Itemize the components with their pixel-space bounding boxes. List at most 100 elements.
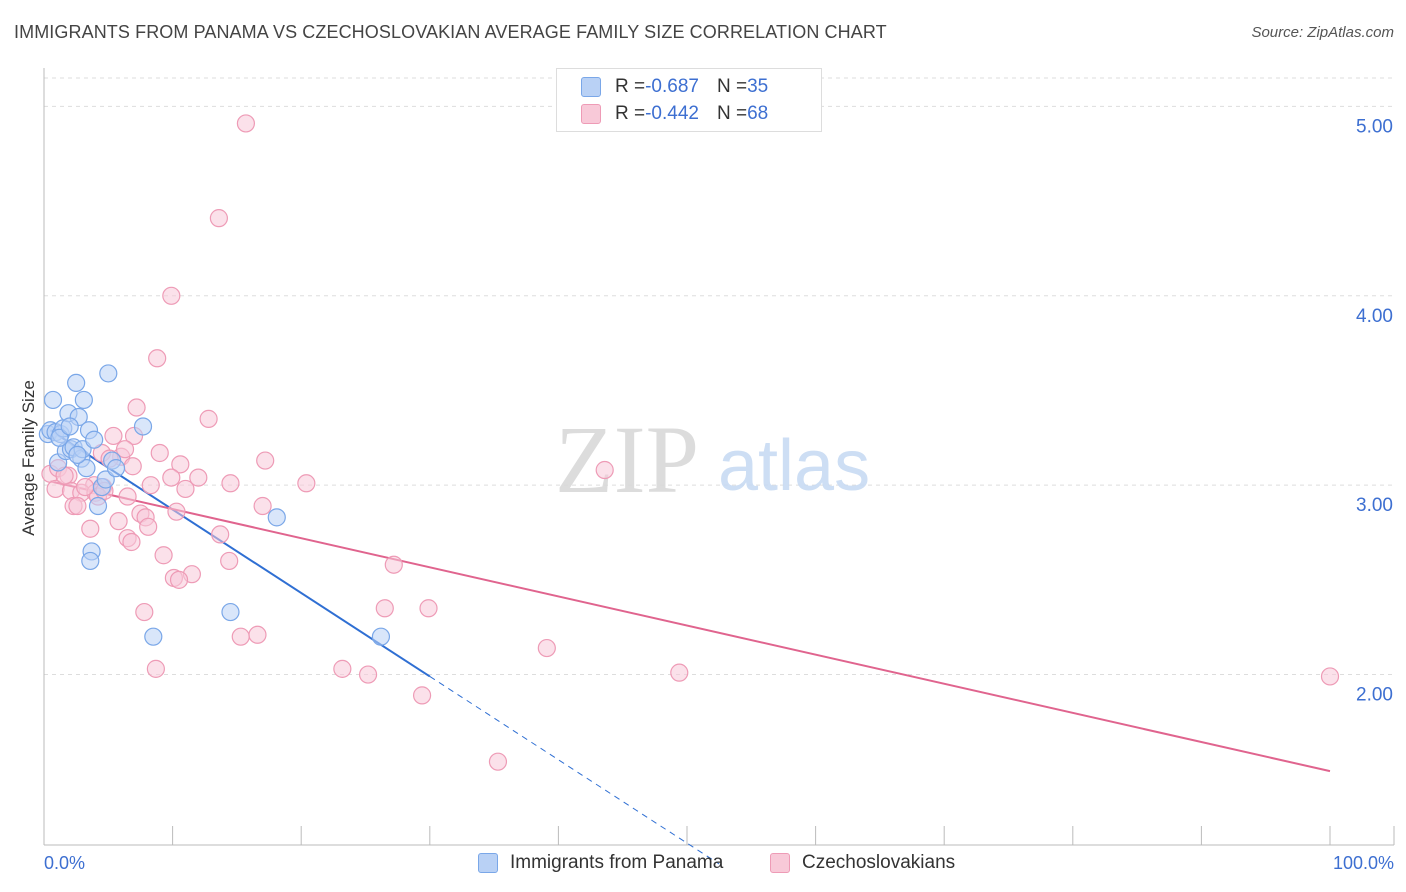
point-czechoslovakian [537, 638, 556, 658]
source-label: Source: ZipAtlas.com [1251, 24, 1394, 41]
point-panama [60, 417, 79, 436]
point-czechoslovakian [670, 663, 689, 682]
point-panama [221, 602, 240, 622]
point-czechoslovakian [76, 477, 95, 497]
point-czechoslovakian [162, 468, 181, 487]
point-czechoslovakian [248, 625, 267, 644]
legend-n-value: 35 [747, 76, 769, 97]
point-czechoslovakian [221, 474, 240, 493]
point-czechoslovakian [236, 114, 256, 133]
point-panama [81, 551, 100, 571]
point-czechoslovakian [123, 457, 142, 476]
y-axis-label: Average Family Size [19, 380, 38, 536]
point-panama [50, 428, 69, 447]
point-czechoslovakian [127, 398, 146, 417]
point-panama [96, 470, 115, 489]
legend-swatch-blue [581, 77, 601, 97]
point-panama [133, 417, 153, 436]
trend-line-czechoslovakians [50, 480, 1331, 773]
legend-n-label: N = [716, 76, 748, 97]
legend-r-value: -0.687 [645, 76, 699, 97]
point-czechoslovakian [211, 525, 230, 544]
y-tick-label: 2.00 [1356, 685, 1393, 706]
tick-labels: 2.00 3.00 4.00 5.00 [1356, 116, 1393, 705]
chart-title: IMMIGRANTS FROM PANAMA VS CZECHOSLOVAKIA… [14, 22, 887, 42]
point-panama [77, 459, 96, 478]
point-panama [74, 390, 93, 410]
point-czechoslovakian [139, 517, 158, 536]
x-tick-label-max: 100.0% [1333, 853, 1394, 873]
point-czechoslovakian [358, 665, 378, 684]
point-czechoslovakian [141, 476, 160, 495]
point-czechoslovakian [118, 487, 137, 506]
point-czechoslovakian [419, 599, 438, 618]
legend-row-panama: R = -0.687 N = 35 [581, 74, 768, 100]
watermark-zip: ZIP [555, 406, 699, 513]
bottom-legend-swatch-blue [478, 853, 498, 873]
data-points [38, 114, 1340, 771]
point-czechoslovakian [333, 659, 352, 678]
point-panama [43, 390, 63, 410]
point-czechoslovakian [1320, 667, 1340, 686]
y-tick-label: 4.00 [1356, 306, 1393, 327]
trend-line-panama-extension [429, 676, 720, 865]
point-czechoslovakian [171, 455, 190, 474]
bottom-legend-label-czechoslovakians: Czechoslovakians [802, 852, 956, 873]
point-czechoslovakian [146, 659, 165, 678]
legend-n-label: N = [716, 103, 748, 124]
bottom-legend-swatch-pink [770, 853, 790, 873]
point-czechoslovakian [109, 512, 128, 531]
point-czechoslovakian [68, 496, 87, 516]
point-panama [99, 364, 118, 383]
point-czechoslovakian [412, 686, 432, 705]
gridlines [44, 77, 1394, 676]
legend-r-label: R = [615, 103, 646, 124]
point-czechoslovakian [148, 349, 167, 368]
watermark-atlas: atlas [718, 426, 870, 506]
point-czechoslovakian [169, 570, 189, 589]
point-czechoslovakian [81, 519, 100, 538]
legend-swatch-pink [581, 104, 601, 124]
point-czechoslovakian [488, 752, 508, 771]
point-czechoslovakian [176, 479, 195, 499]
point-czechoslovakian [135, 602, 154, 622]
point-panama [68, 445, 87, 464]
y-tick-label: 3.00 [1356, 495, 1393, 516]
point-czechoslovakian [253, 496, 272, 516]
point-czechoslovakian [384, 555, 403, 574]
bottom-legend-panama: Immigrants from Panama [478, 852, 723, 874]
axes [43, 68, 1395, 846]
legend-n-value: 68 [747, 103, 769, 124]
point-czechoslovakian [375, 599, 394, 618]
point-czechoslovakian [209, 209, 228, 228]
point-czechoslovakian [297, 474, 316, 493]
point-panama [144, 627, 163, 646]
y-tick-label: 5.00 [1356, 116, 1393, 137]
point-czechoslovakian [256, 451, 275, 470]
point-panama [267, 508, 286, 527]
point-czechoslovakian [231, 627, 250, 646]
point-czechoslovakian [122, 532, 141, 552]
point-czechoslovakian [167, 502, 186, 521]
legend-r-label: R = [615, 76, 646, 97]
stats-legend: R = -0.687 N = 35 R = -0.442 N = 68 [556, 68, 822, 132]
legend-r-value: -0.442 [645, 103, 699, 124]
point-czechoslovakian [220, 551, 239, 571]
point-czechoslovakian [154, 546, 173, 565]
x-tick-label-min: 0.0% [44, 853, 85, 873]
bottom-legend-label-panama: Immigrants from Panama [510, 852, 724, 873]
point-czechoslovakian [189, 468, 208, 487]
legend-row-czechoslovakians: R = -0.442 N = 68 [581, 101, 768, 127]
point-czechoslovakian [104, 426, 123, 446]
point-czechoslovakian [595, 460, 614, 480]
point-czechoslovakian [162, 286, 181, 305]
point-czechoslovakian [115, 440, 135, 459]
point-czechoslovakian [199, 409, 218, 428]
point-panama [106, 459, 126, 478]
bottom-legend-czechoslovakians: Czechoslovakians [770, 852, 955, 874]
point-panama [67, 373, 86, 393]
point-panama [371, 627, 391, 646]
point-panama [85, 430, 104, 449]
point-czechoslovakian [150, 443, 169, 463]
